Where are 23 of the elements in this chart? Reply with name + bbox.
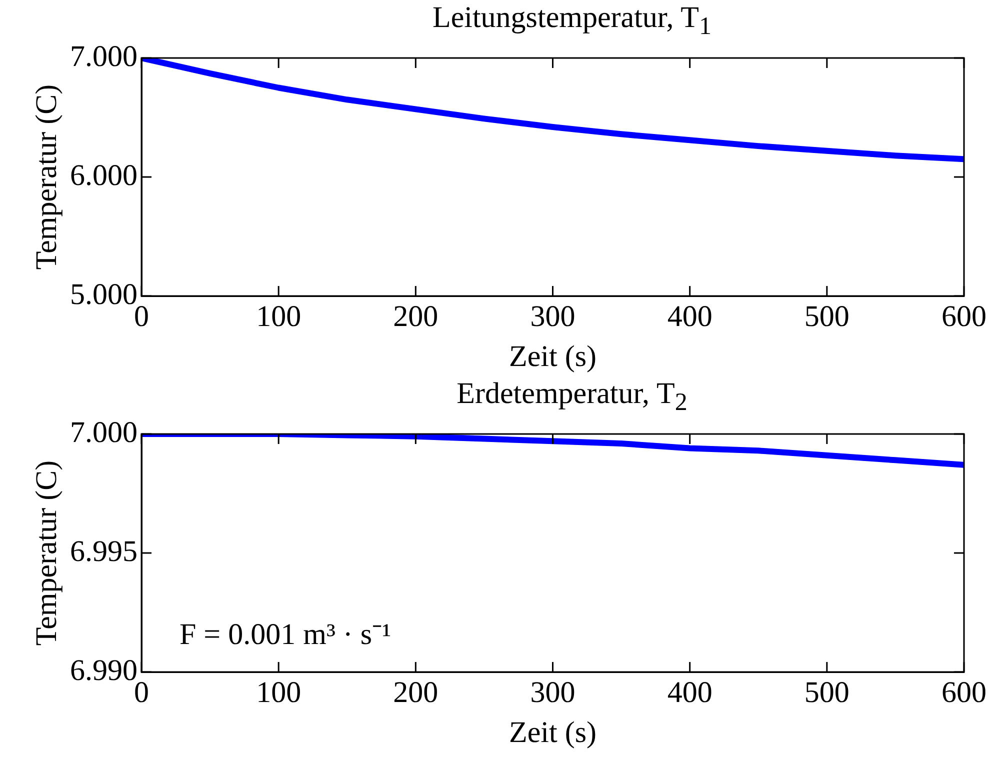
x-axis-title: Zeit (s) [509, 340, 596, 373]
x-tick-label: 300 [530, 676, 576, 709]
x-tick-label: 200 [393, 676, 438, 709]
y-tick-label: 6.995 [70, 534, 138, 568]
x-tick-label: 600 [942, 300, 986, 333]
x-tick-label: 100 [256, 676, 302, 709]
y-tick-label: 7.000 [70, 416, 138, 449]
x-tick-label: 300 [530, 300, 576, 333]
chart-title: Leitungstemperatur, T$_{1}$ [432, 0, 712, 40]
y-tick-label: 6.000 [70, 158, 138, 192]
x-tick-label: 500 [804, 300, 850, 333]
x-axis-title: Zeit (s) [509, 716, 596, 749]
y-tick-label: 7.000 [70, 40, 138, 73]
x-tick-label: 400 [667, 300, 712, 333]
x-tick-label: 400 [667, 676, 712, 709]
x-tick-label: 200 [393, 300, 438, 333]
x-tick-label: 500 [804, 676, 850, 709]
x-tick-label: 600 [942, 676, 986, 709]
y-axis-title: Temperatur (C) [30, 84, 63, 270]
y-axis-title: Temperatur (C) [30, 460, 63, 646]
chart-title: Erdetemperatur, T$_{2}$ [456, 376, 688, 416]
annotation: F = 0.001 m³ · s⁻¹ [180, 618, 392, 651]
x-tick-label: 100 [256, 300, 302, 333]
